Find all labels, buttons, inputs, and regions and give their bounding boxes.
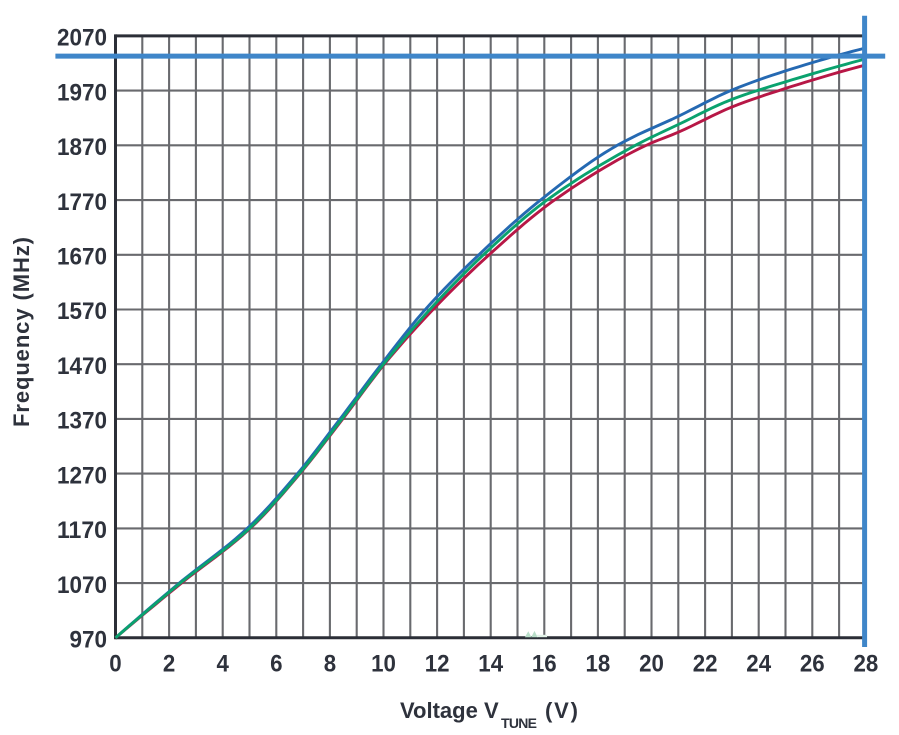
svg-text:Voltage V: Voltage V [400, 698, 499, 723]
svg-text:16: 16 [532, 652, 557, 678]
svg-text:TUNE: TUNE [501, 715, 537, 731]
svg-text:4: 4 [217, 652, 230, 678]
svg-text:14: 14 [478, 652, 504, 678]
svg-text:1970: 1970 [57, 80, 107, 106]
svg-text:(V): (V) [545, 698, 578, 723]
svg-text:1770: 1770 [57, 190, 107, 216]
svg-text:1870: 1870 [57, 135, 107, 161]
svg-text:26: 26 [800, 652, 825, 678]
svg-text:22: 22 [693, 652, 718, 678]
svg-text:1670: 1670 [57, 245, 107, 271]
svg-text:970: 970 [70, 628, 108, 654]
svg-text:1370: 1370 [57, 409, 107, 435]
svg-text:Frequency (MHz): Frequency (MHz) [9, 237, 34, 427]
svg-text:28: 28 [854, 652, 879, 678]
svg-text:1570: 1570 [57, 299, 107, 325]
svg-text:1470: 1470 [57, 354, 107, 380]
svg-text:18: 18 [586, 652, 611, 678]
svg-text:6: 6 [270, 652, 282, 678]
svg-text:10: 10 [371, 652, 396, 678]
svg-text:12: 12 [425, 652, 450, 678]
svg-text:0: 0 [109, 652, 121, 678]
svg-text:2070: 2070 [57, 26, 107, 52]
svg-text:1270: 1270 [57, 463, 107, 489]
svg-text:20: 20 [639, 652, 664, 678]
svg-text:1170: 1170 [57, 518, 107, 544]
svg-text:8: 8 [324, 652, 336, 678]
svg-text:1070: 1070 [57, 573, 107, 599]
svg-text:24: 24 [746, 652, 772, 678]
svg-text:2: 2 [163, 652, 175, 678]
